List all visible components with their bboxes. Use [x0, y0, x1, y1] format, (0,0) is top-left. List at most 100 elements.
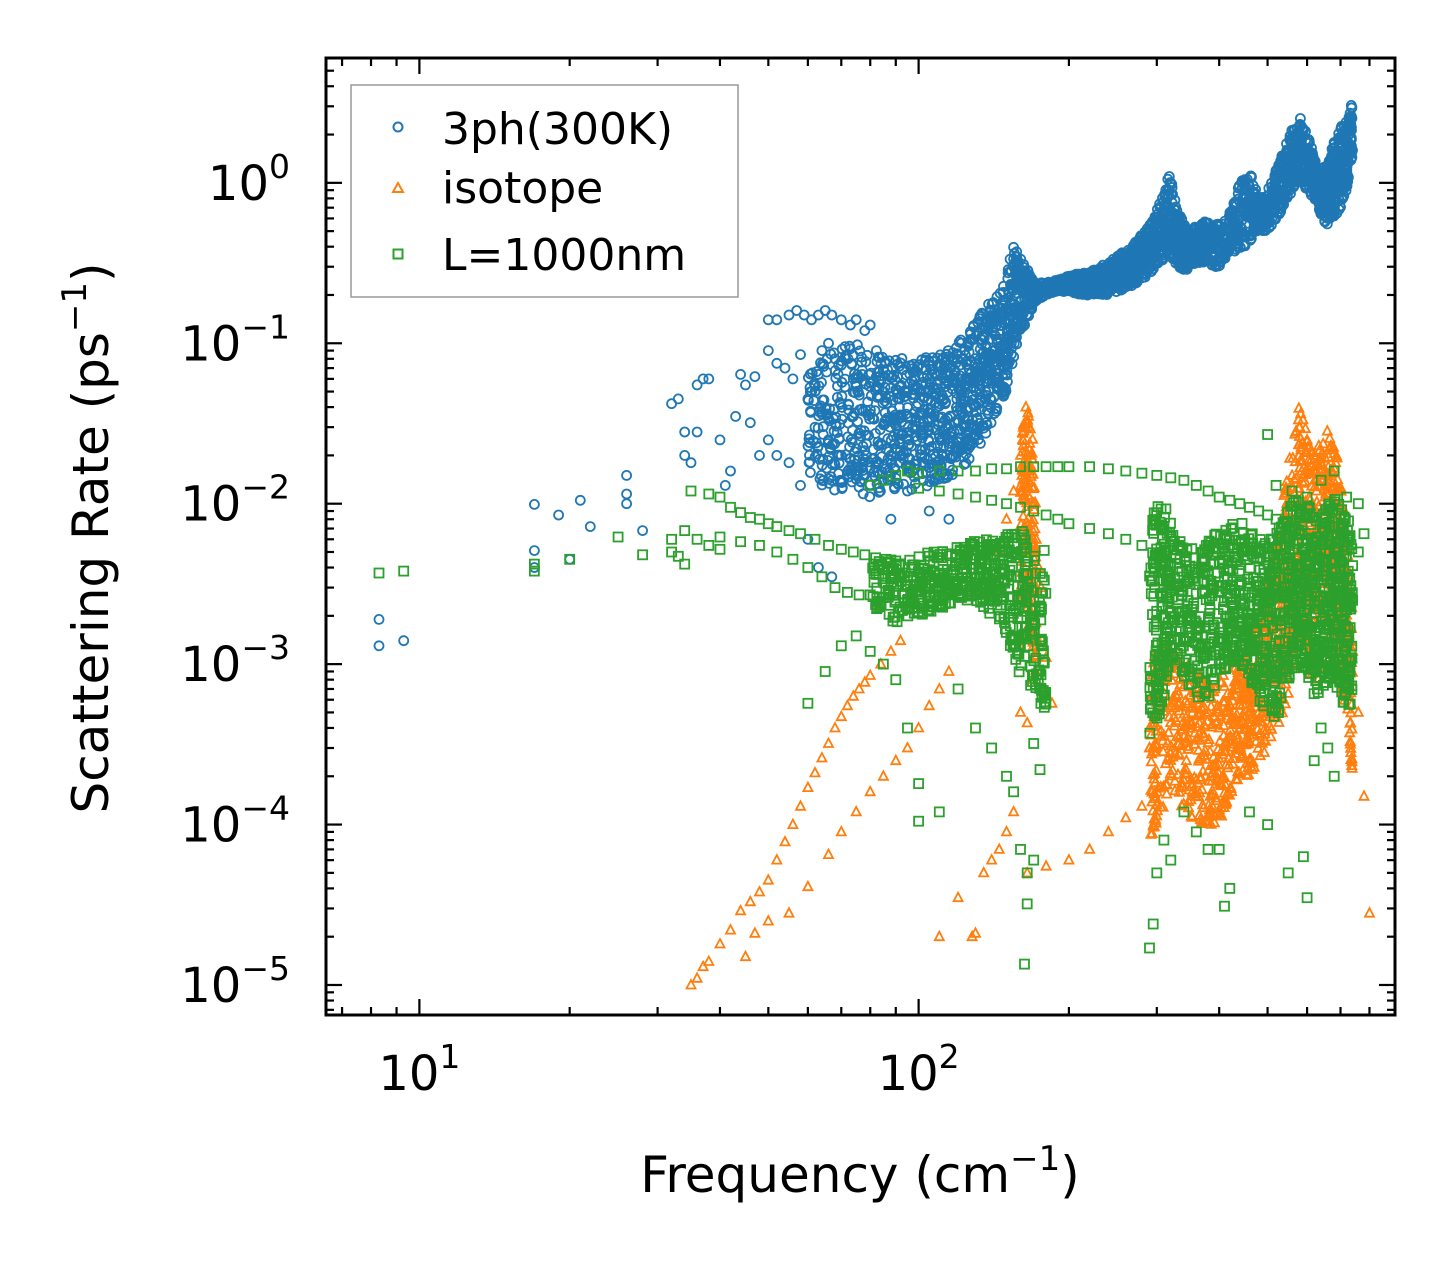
series-1-point-1536: [1363, 906, 1376, 918]
series-0-point-3359: [795, 479, 806, 491]
series-1-point-416: [1192, 789, 1205, 801]
series-1-point-217: [1145, 783, 1157, 795]
series-0-point-53: [804, 449, 815, 461]
series-0-point-219: [852, 470, 863, 482]
series-1-point-1466: [864, 784, 877, 797]
series-0-point-239: [875, 437, 887, 449]
series-1-point-218: [1146, 719, 1159, 732]
series-0-point-87: [832, 449, 844, 461]
series-0-point-989: [996, 385, 1008, 397]
series-0-point-204: [857, 440, 869, 452]
series-1-point-318: [1168, 783, 1181, 796]
series-1-point-1450: [841, 698, 854, 711]
series-1-point-259: [1151, 785, 1164, 797]
series-0-point-3345: [864, 319, 876, 331]
series-1-point-1496: [1022, 409, 1035, 421]
series-0-point-13: [804, 456, 816, 468]
series-0-point-3303: [529, 498, 540, 510]
series-1-point-1494: [1017, 420, 1030, 432]
series-0-point-3326: [730, 410, 741, 422]
series-0-point-289: [879, 381, 891, 393]
series-1-point-380: [1180, 718, 1193, 730]
series-1-point-562: [1228, 734, 1241, 747]
series-0-point-160: [846, 459, 858, 471]
series-1-point-358: [1178, 707, 1191, 719]
series-1-point-569: [1226, 757, 1239, 769]
series-1-point-1503: [1040, 859, 1053, 871]
series-0-point-315: [881, 397, 893, 409]
series-1-point-1440: [770, 853, 783, 865]
series-0-point-194: [856, 356, 867, 368]
series-0-point-1017: [1003, 292, 1014, 304]
series-1-point-1457: [894, 633, 907, 646]
series-0-point-105: [825, 471, 837, 483]
series-1-point-540: [1215, 800, 1228, 812]
series-0-point-217: [854, 345, 866, 357]
series-1-point-708: [1246, 755, 1259, 767]
series-1-point-260: [1155, 724, 1168, 736]
series-1-point-586: [1233, 765, 1246, 777]
series-0-point-769: [965, 328, 976, 340]
series-0-point-3350: [795, 349, 806, 361]
series-0-point-749: [962, 411, 974, 423]
series-1-point-1480: [993, 842, 1006, 854]
series-1-point-599: [1224, 688, 1237, 701]
series-1-point-1435: [724, 923, 737, 935]
series-0-point-3322: [703, 373, 715, 385]
series-1-point-375: [1182, 742, 1194, 754]
series-0-point-3305: [529, 562, 540, 573]
series-1-point-1334: [1334, 480, 1347, 493]
series-0-point-3348: [779, 362, 791, 374]
series-1-point-378: [1178, 719, 1191, 732]
series-1-point-323: [1166, 768, 1178, 781]
series-0-point-52: [809, 451, 821, 463]
series-1-point-432: [1193, 733, 1206, 745]
series-0-point-812: [975, 437, 986, 449]
series-0-point-329: [884, 467, 895, 478]
series-0-point-3316: [679, 426, 691, 438]
series-1-point-161: [1026, 432, 1039, 444]
series-0-point-3301: [373, 640, 385, 652]
series-0-point-3310: [621, 469, 632, 481]
series-1-point-659: [1234, 740, 1247, 752]
series-0-point-3340: [826, 309, 838, 321]
series-1-point-164: [1026, 467, 1039, 479]
series-1-point-1149: [1310, 494, 1323, 507]
series-1-point-1478: [977, 865, 990, 878]
series-1-point-1183: [1317, 436, 1330, 449]
series-0-point-3315: [672, 393, 684, 405]
series-1-point-322: [1168, 666, 1181, 679]
series-1-point-371: [1181, 696, 1194, 708]
series-1-point-545: [1214, 708, 1227, 720]
series-1-point-1517: [1223, 705, 1236, 717]
series-0-point-273: [869, 405, 881, 417]
series-0-point-3325: [725, 465, 736, 477]
series-0-point-3313: [637, 525, 648, 536]
series-1-point-1456: [884, 644, 897, 656]
series-1-point-1451: [847, 689, 860, 701]
series-0-point-694: [955, 359, 966, 371]
series-0-point-39: [805, 467, 816, 478]
series-1-point-1285: [1331, 472, 1344, 485]
series-1-point-761: [1258, 745, 1271, 757]
series-0-point-135: [836, 401, 848, 413]
series-0-point-3343: [850, 314, 862, 326]
series-1-point-1033: [1296, 412, 1309, 425]
series-1-point-1484: [1021, 715, 1034, 728]
series-0-point-473: [917, 456, 929, 468]
series-1-point-629: [1236, 763, 1249, 775]
series-1-point-1449: [835, 709, 848, 722]
series-0-point-596: [937, 466, 948, 478]
series-1-point-1461: [783, 906, 795, 918]
series-0-point-3349: [787, 373, 799, 385]
series-1-point-156: [1027, 524, 1040, 536]
series-0-point-423: [907, 366, 919, 378]
series-0-point-163: [841, 468, 853, 480]
series-0-point-1027: [1002, 358, 1014, 370]
series-1-point-239: [1157, 744, 1170, 757]
series-1-point-107: [1021, 405, 1034, 418]
series-1-point-1436: [734, 903, 747, 916]
series-0-point-99: [823, 477, 835, 489]
series-1-point-1438: [753, 885, 766, 897]
